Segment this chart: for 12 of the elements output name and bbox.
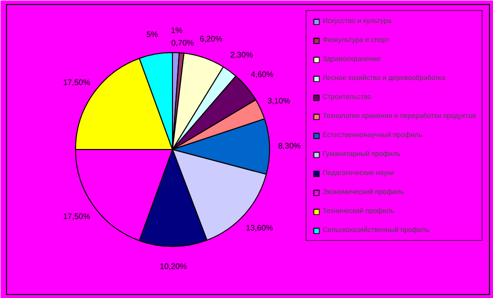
data-label: 0,70% <box>171 38 194 48</box>
data-label: 4,60% <box>250 70 274 79</box>
data-label: 17,50% <box>63 212 90 222</box>
data-label: 6,20% <box>200 34 222 44</box>
data-label: 2,30% <box>230 50 253 60</box>
data-label: 5% <box>146 30 158 39</box>
data-label: 13,60% <box>246 223 274 232</box>
data-label: 17,50% <box>63 78 90 87</box>
data-label: 1% <box>170 26 182 36</box>
data-label: 10,20% <box>160 262 187 271</box>
data-label: 8,30% <box>278 141 301 150</box>
data-label: 3,10% <box>268 96 290 106</box>
